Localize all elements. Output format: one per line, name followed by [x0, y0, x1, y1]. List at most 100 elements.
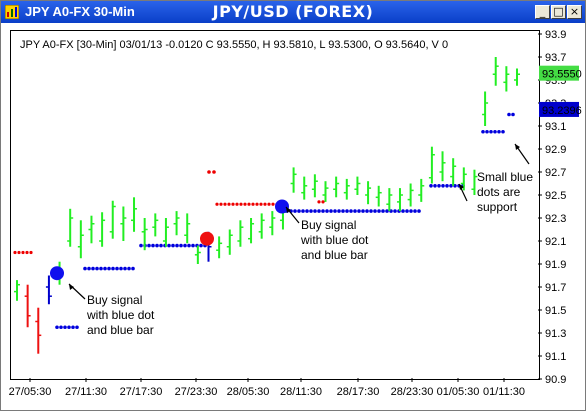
support-dot [349, 209, 353, 213]
x-tick-label: 01/05:30 [437, 386, 480, 398]
support-dot [55, 325, 59, 330]
signal-markers [50, 199, 289, 281]
y-tick-label: 91.1 [545, 351, 566, 363]
support-dot [301, 209, 305, 213]
support-dot [199, 243, 203, 248]
support-dot [151, 243, 155, 248]
support-dot [103, 266, 107, 271]
support-dot [183, 243, 187, 248]
support-dot [337, 209, 341, 213]
y-tick-label: 91.3 [545, 328, 566, 340]
support-dot [147, 243, 151, 248]
x-tick-label: 01/11:30 [483, 386, 525, 398]
annotation-text: Buy signal [301, 218, 356, 232]
y-tick-label: 92.7 [545, 167, 566, 179]
support-dot [361, 209, 365, 213]
resistance-dot [263, 202, 267, 206]
support-dot [111, 266, 115, 271]
resistance-dot [239, 202, 243, 206]
last-price-label-box [539, 65, 579, 81]
support-dot [187, 243, 191, 248]
support-dot [127, 266, 131, 271]
support-dot [95, 266, 99, 271]
support-dot [75, 325, 79, 330]
support-dot [139, 243, 143, 248]
support-dot [481, 129, 485, 134]
support-dot [67, 325, 71, 330]
support-dot [321, 209, 325, 213]
support-dot [385, 209, 389, 213]
support-dot [405, 209, 409, 213]
resistance-dot [215, 202, 219, 206]
support-dot [175, 243, 179, 248]
support-dot [497, 129, 501, 134]
x-tick-label: 27/11:30 [65, 386, 107, 398]
support-dot [401, 209, 405, 213]
support-dot [441, 184, 445, 188]
arrow-head [515, 144, 520, 150]
resistance-dot [243, 202, 247, 206]
support-dot [119, 266, 123, 271]
support-dot [293, 209, 297, 213]
annotation-text: with blue dot [86, 308, 155, 322]
support-dot [345, 209, 349, 213]
support-dot [325, 209, 329, 213]
support-price-label: 93.2396 [542, 105, 582, 117]
support-dot [393, 209, 397, 213]
support-dot [179, 243, 183, 248]
support-dot [333, 209, 337, 213]
maximize-button[interactable]: □ [551, 5, 566, 19]
resistance-dot [259, 202, 263, 206]
support-dot [357, 209, 361, 213]
buy-signal-dot [275, 199, 289, 214]
support-dot [381, 209, 385, 213]
support-dot [317, 209, 321, 213]
sell-signal-dot [200, 231, 214, 246]
minimize-button[interactable]: _ [535, 5, 550, 19]
resistance-dot [17, 250, 21, 255]
y-tick-label: 93.9 [545, 29, 566, 41]
resistance-dot [247, 202, 251, 206]
arrow-head [459, 184, 464, 190]
resistance-dot [267, 202, 271, 206]
x-tick-label: 28/11:30 [280, 386, 322, 398]
support-dot [107, 266, 111, 271]
support-dot [313, 209, 317, 213]
resistance-dot [25, 250, 29, 255]
support-dot [417, 209, 421, 213]
resistance-dot [235, 202, 239, 206]
support-dot [365, 209, 369, 213]
support-dot [305, 209, 309, 213]
support-dot [115, 266, 119, 271]
support-dot [437, 184, 441, 188]
y-axis: 93.993.793.593.393.192.992.792.592.392.1… [538, 29, 566, 386]
chart-icon [5, 5, 19, 19]
support-dot [297, 209, 301, 213]
arrow-head [286, 207, 291, 213]
support-dot [373, 209, 377, 213]
support-dot [507, 112, 511, 117]
close-button[interactable]: × [567, 5, 582, 19]
support-price-label-box [539, 101, 579, 117]
resistance-dot [227, 202, 231, 206]
resistance-dot [271, 202, 275, 206]
support-dot [433, 184, 437, 188]
title-bar[interactable]: JPY A0-FX 30-Min JPY/USD (FOREX) _ □ × [1, 1, 585, 23]
price-bars [14, 57, 520, 354]
resistance-dot [223, 202, 227, 206]
y-tick-label: 92.5 [545, 190, 566, 202]
resistance-dot [219, 202, 223, 206]
support-dot [83, 266, 87, 271]
support-dot [159, 243, 163, 248]
y-tick-label: 90.9 [545, 374, 566, 386]
support-dot [429, 184, 433, 188]
support-dot [87, 266, 91, 271]
arrow-head [69, 284, 74, 290]
support-dot [171, 243, 175, 248]
plot-area[interactable] [10, 30, 540, 380]
y-tick-label: 93.1 [545, 121, 566, 133]
support-dot [449, 184, 453, 188]
price-labels: 93.5550 93.2396 [539, 65, 582, 117]
